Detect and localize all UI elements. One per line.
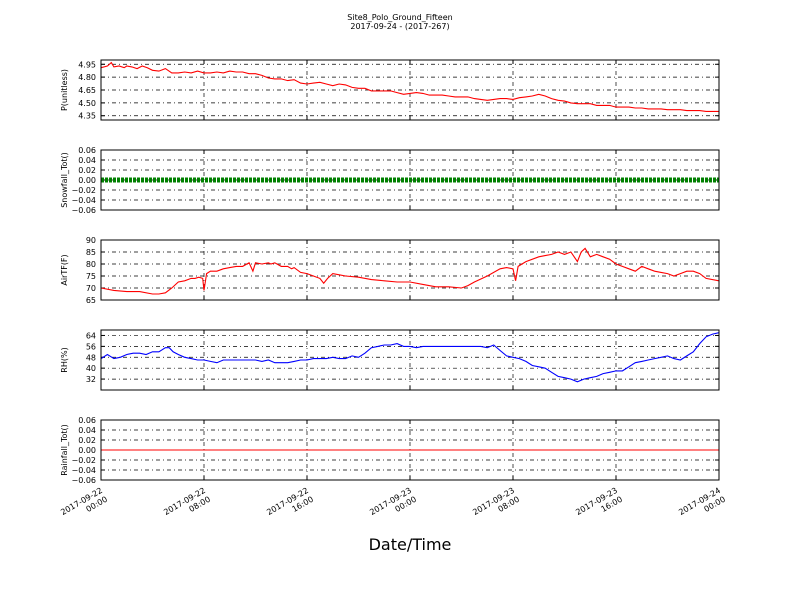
y-tick-label: 80 [86, 260, 96, 269]
y-axis-label: RH(%) [60, 347, 69, 372]
y-tick-label: 4.80 [78, 73, 96, 82]
panel-5: 0.060.040.020.00−0.02−0.04−0.06Rainfall_… [60, 416, 720, 485]
y-tick-label: 0.06 [78, 146, 96, 155]
y-tick-label: 64 [86, 331, 96, 340]
figure-subtitle: 2017-09-24 - (2017-267) [350, 22, 449, 31]
panel-1: 4.95 4.80 4.65 4.50 4.35 P(unitless) [60, 59, 720, 121]
y-tick-label: 0.04 [78, 426, 96, 435]
y-tick-label: 0.04 [78, 156, 96, 165]
panel-frame [100, 59, 720, 121]
y-tick-label: 40 [86, 364, 96, 373]
y-tick-label: 0.02 [78, 436, 96, 445]
panel-frame [100, 419, 720, 481]
y-axis-label: Rainfall_Tot() [60, 424, 69, 476]
y-tick-label: 4.50 [78, 99, 96, 108]
x-tick-labels: 2017-09-2200:00 2017-09-2208:00 2017-09-22… [59, 486, 727, 526]
x-tick-label: 2017-09-2400:00 [677, 486, 727, 526]
y-tick-label: 0.06 [78, 416, 96, 425]
y-axis-label: AirTF(F) [60, 254, 69, 285]
figure-title: Site8_Polo_Ground_Fifteen [347, 13, 452, 22]
x-axis-label: Date/Time [369, 535, 452, 554]
y-tick-label: 75 [86, 272, 96, 281]
y-tick-label: 32 [86, 375, 96, 384]
y-tick-label: 4.95 [78, 60, 96, 69]
y-tick-label: 4.65 [78, 86, 96, 95]
y-axis-label: P(unitless) [60, 69, 69, 111]
y-tick-label: 0.00 [78, 446, 96, 455]
y-tick-label: −0.06 [71, 476, 96, 485]
y-tick-label: 90 [86, 236, 96, 245]
panel-frame [100, 149, 720, 211]
y-tick-label: −0.04 [71, 466, 96, 475]
panel-2: 0.060.040.020.00−0.02−0.04−0.06Snowfall_… [60, 146, 720, 215]
y-tick-label: 56 [86, 342, 96, 351]
panel-frame [100, 239, 720, 301]
y-tick-label: 0.02 [78, 166, 96, 175]
panel-frame [100, 329, 720, 391]
y-tick-label: −0.02 [71, 186, 96, 195]
y-tick-label: 65 [86, 296, 96, 305]
y-tick-label: −0.06 [71, 206, 96, 215]
x-tick-label: 2017-09-2308:00 [471, 486, 521, 526]
y-tick-label: 4.35 [78, 112, 96, 121]
series-1-line [100, 61, 719, 112]
x-tick-label: 2017-09-2208:00 [162, 486, 212, 526]
x-tick-label: 2017-09-2200:00 [59, 486, 109, 526]
x-tick-label: 2017-09-2300:00 [368, 486, 418, 526]
y-tick-label: 70 [86, 284, 96, 293]
x-tick-label: 2017-09-2216:00 [265, 486, 315, 526]
series-1-line [100, 247, 720, 295]
y-axis-label: Snowfall_Tot() [60, 152, 69, 208]
panels: 4.954.804.654.504.35P(unitless)0.060.040… [60, 59, 720, 485]
y-tick-label: 0.00 [78, 176, 96, 185]
y-tick-label: 48 [86, 353, 96, 362]
y-tick-label: −0.02 [71, 456, 96, 465]
y-tick-label: 85 [86, 248, 96, 257]
panel-4: 64 56 48 40 32 RH(%) [60, 329, 720, 391]
series-1-line [100, 332, 720, 383]
panel-3: 90 85 80 75 70 65 AirTF(F) [60, 236, 720, 305]
y-tick-label: −0.04 [71, 196, 96, 205]
x-tick-label: 2017-09-2316:00 [574, 486, 624, 526]
